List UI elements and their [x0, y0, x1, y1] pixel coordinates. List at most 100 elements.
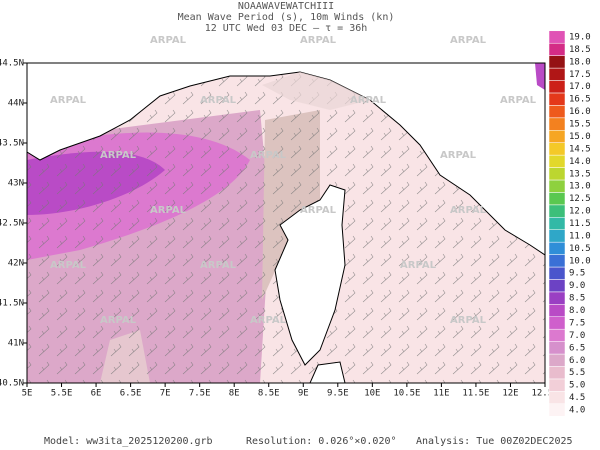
lat-label: 42.5N — [0, 219, 24, 229]
colorbar-label: 9.0 — [569, 281, 585, 291]
watermark: ARPAL — [250, 150, 287, 161]
lon-label: 8E — [229, 389, 240, 399]
colorbar-cell — [548, 92, 566, 106]
colorbar-cell — [548, 167, 566, 181]
map-field — [27, 63, 545, 383]
corsica — [274, 184, 346, 366]
colorbar-cell — [548, 316, 566, 330]
colorbar-cell — [548, 328, 566, 342]
colorbar-cell — [548, 291, 566, 305]
colorbar-cell — [548, 266, 566, 280]
lon-label: 8.5E — [258, 389, 280, 399]
watermark: ARPAL — [400, 260, 437, 271]
watermark: ARPAL — [250, 315, 287, 326]
lon-label: 7.5E — [189, 389, 211, 399]
colorbar-label: 7.0 — [569, 331, 585, 341]
colorbar-label: 6.0 — [569, 356, 585, 366]
colorbar-label: 17.0 — [569, 82, 591, 92]
watermark: ARPAL — [200, 260, 237, 271]
colorbar-label: 7.5 — [569, 318, 585, 328]
watermark: ARPAL — [50, 95, 87, 106]
watermark: ARPAL — [450, 35, 487, 46]
colorbar-cell — [548, 241, 566, 255]
colorbar-label: 9.5 — [569, 269, 585, 279]
lon-label: 12.5E — [531, 389, 558, 399]
watermark: ARPAL — [450, 315, 487, 326]
lon-label: 5E — [22, 389, 33, 399]
lon-label: 5.5E — [51, 389, 73, 399]
watermark: ARPAL — [450, 205, 487, 216]
lon-label: 12E — [502, 389, 518, 399]
watermark: ARPAL — [200, 95, 237, 106]
adriatic-patch — [535, 63, 545, 90]
colorbar-cell — [548, 117, 566, 131]
colorbar-label: 12.5 — [569, 194, 591, 204]
lat-label: 41N — [8, 339, 24, 349]
colorbar-cell — [548, 67, 566, 81]
colorbar-cell — [548, 142, 566, 156]
colorbar-label: 10.0 — [569, 256, 591, 266]
colorbar-label: 4.0 — [569, 406, 585, 416]
lat-label: 43N — [8, 179, 24, 189]
title-line: 12 UTC Wed 03 DEC — τ = 36h — [205, 23, 368, 34]
colorbar-label: 18.0 — [569, 57, 591, 67]
colorbar-label: 11.5 — [569, 219, 591, 229]
colorbar-label: 8.0 — [569, 306, 585, 316]
watermark: ARPAL — [150, 205, 187, 216]
lat-label: 43.5N — [0, 139, 24, 149]
colorbar-cell — [548, 378, 566, 392]
colorbar-cell — [548, 204, 566, 218]
lon-label: 11.5E — [462, 389, 489, 399]
lat-label: 44N — [8, 99, 24, 109]
colorbar-label: 5.0 — [569, 381, 585, 391]
watermark: ARPAL — [300, 35, 337, 46]
watermark: ARPAL — [100, 315, 137, 326]
lat-label: 40.5N — [0, 379, 24, 389]
lon-label: 10.5E — [393, 389, 420, 399]
colorbar-cell — [548, 105, 566, 119]
lon-label: 9.5E — [327, 389, 349, 399]
watermark: ARPAL — [150, 35, 187, 46]
lon-label: 10E — [364, 389, 380, 399]
colorbar-cell — [548, 229, 566, 243]
watermark: ARPAL — [500, 95, 537, 106]
colorbar-cell — [548, 154, 566, 168]
colorbar-label: 15.0 — [569, 132, 591, 142]
lat-label: 41.5N — [0, 299, 24, 309]
colorbar-label: 14.0 — [569, 157, 591, 167]
colorbar-label: 13.0 — [569, 182, 591, 192]
colorbar-cell — [548, 353, 566, 367]
colorbar-label: 8.5 — [569, 294, 585, 304]
colorbar-label: 5.5 — [569, 368, 585, 378]
lon-label: 6.5E — [120, 389, 142, 399]
colorbar-label: 11.0 — [569, 231, 591, 241]
lat-label: 44.5N — [0, 59, 24, 69]
colorbar-label: 12.0 — [569, 207, 591, 217]
colorbar-cell — [548, 30, 566, 44]
colorbar-cell — [548, 80, 566, 94]
colorbar-label: 10.5 — [569, 244, 591, 254]
colorbar-label: 6.5 — [569, 343, 585, 353]
colorbar-label: 13.5 — [569, 169, 591, 179]
colorbar-cell — [548, 217, 566, 230]
lon-label: 7E — [160, 389, 171, 399]
colorbar-label: 14.5 — [569, 144, 591, 154]
colorbar-label: 15.5 — [569, 120, 591, 130]
watermark: ARPAL — [350, 95, 387, 106]
colorbar-cell — [548, 304, 566, 318]
watermark: ARPAL — [440, 150, 477, 161]
watermark: ARPAL — [50, 260, 87, 271]
colorbar-cell — [548, 55, 566, 69]
colorbar-label: 16.5 — [569, 95, 591, 105]
sardinia — [309, 361, 346, 383]
colorbar-label: 17.5 — [569, 70, 591, 80]
colorbar-cell — [548, 192, 566, 206]
colorbar-label: 4.5 — [569, 393, 585, 403]
lon-label: 11E — [433, 389, 449, 399]
colorbar-cell — [548, 179, 566, 193]
colorbar-cell — [548, 403, 566, 417]
colorbar-cell — [548, 391, 566, 405]
title-line: NOAAWAVEWATCHIII — [238, 1, 334, 12]
